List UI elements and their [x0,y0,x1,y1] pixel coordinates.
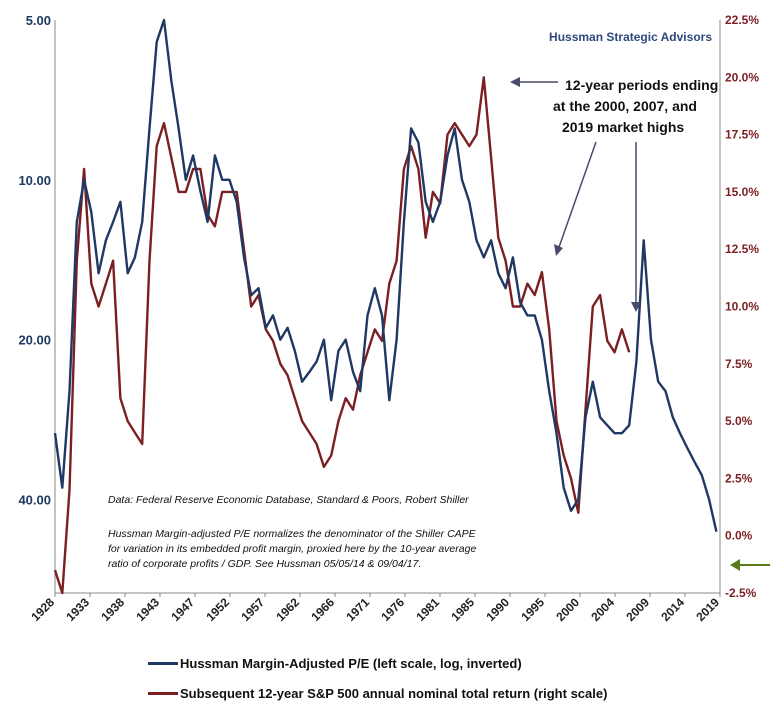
x-axis-ticks: 1928 1933 1938 1943 1947 1952 1957 1962 1966 1971… [28,593,722,624]
left-tick-label: 10.00 [18,173,51,188]
legend-label-return: Subsequent 12-year S&P 500 annual nomina… [180,686,608,701]
x-tick-label: 1981 [413,595,442,624]
right-tick-label: 22.5% [725,13,759,27]
left-tick-label: 20.00 [18,333,51,348]
left-tick-label: 5.00 [26,13,51,28]
right-tick-label: 10.0% [725,300,759,314]
right-tick-label: 20.0% [725,70,759,84]
legend-swatch-pe [148,662,178,665]
x-tick-label: 2004 [588,595,617,624]
arrow-2007 [557,141,597,251]
x-tick-label: 1976 [378,595,407,624]
x-tick-label: 1990 [483,595,512,624]
x-tick-label: 2014 [658,595,687,624]
watermark-text: Hussman Strategic Advisors [549,30,712,44]
legend-item-pe: Hussman Margin-Adjusted P/E (left scale,… [148,656,522,671]
annotation-arrows [510,77,770,571]
x-tick-label: 1966 [308,595,337,624]
right-tick-label: 0.0% [725,529,753,543]
x-tick-label: 1985 [448,595,477,624]
annotation-line-2: at the 2000, 2007, and [553,98,697,114]
right-axis-ticks: -2.5% 0.0% 2.5% 5.0% 7.5% 10.0% 12.5% 15.0% 17.5… [725,13,759,600]
right-tick-label: 15.0% [725,185,759,199]
x-tick-label: 2019 [693,595,722,624]
right-tick-label: 12.5% [725,242,759,256]
x-tick-label: 1952 [203,595,232,624]
x-tick-label: 1943 [133,595,162,624]
current-value-arrow-head [730,559,740,571]
x-tick-label: 1928 [28,595,57,624]
method-note-1: Hussman Margin-adjusted P/E normalizes t… [108,528,477,540]
source-note: Data: Federal Reserve Economic Database,… [108,494,469,506]
legend-swatch-return [148,692,178,695]
legend-item-return: Subsequent 12-year S&P 500 annual nomina… [148,686,607,701]
x-tick-label: 1938 [98,595,127,624]
series-layer [53,18,718,595]
arrow-2007-head [554,244,563,256]
right-tick-label: 2.5% [725,471,753,485]
x-tick-label: 1995 [518,595,547,624]
x-tick-label: 1933 [63,595,92,624]
right-tick-label: 7.5% [725,357,753,371]
arrow-2019-head [631,302,641,312]
right-tick-label: 17.5% [725,128,759,142]
right-tick-label: -2.5% [725,586,757,600]
method-note-2: for variation in its embedded profit mar… [108,543,476,555]
method-note-3: ratio of corporate profits / GDP. See Hu… [108,558,421,570]
x-tick-label: 1971 [343,595,372,624]
annotation-line-1: 12-year periods ending [565,77,718,93]
left-axis-ticks: 5.00 10.00 20.00 40.00 [18,13,51,508]
x-tick-label: 1957 [238,595,267,624]
x-tick-label: 2000 [553,595,582,624]
series-line-pe [53,18,718,532]
left-tick-label: 40.00 [18,493,51,508]
series-line-return [53,76,631,595]
x-tick-label: 1947 [168,595,197,624]
right-tick-label: 5.0% [725,414,753,428]
plot-frame [54,20,721,594]
legend-label-pe: Hussman Margin-Adjusted P/E (left scale,… [180,656,522,671]
x-tick-label: 1962 [273,595,302,624]
x-tick-label: 2009 [623,595,652,624]
annotation-line-3: 2019 market highs [562,119,684,135]
arrow-2000-head [510,77,520,87]
